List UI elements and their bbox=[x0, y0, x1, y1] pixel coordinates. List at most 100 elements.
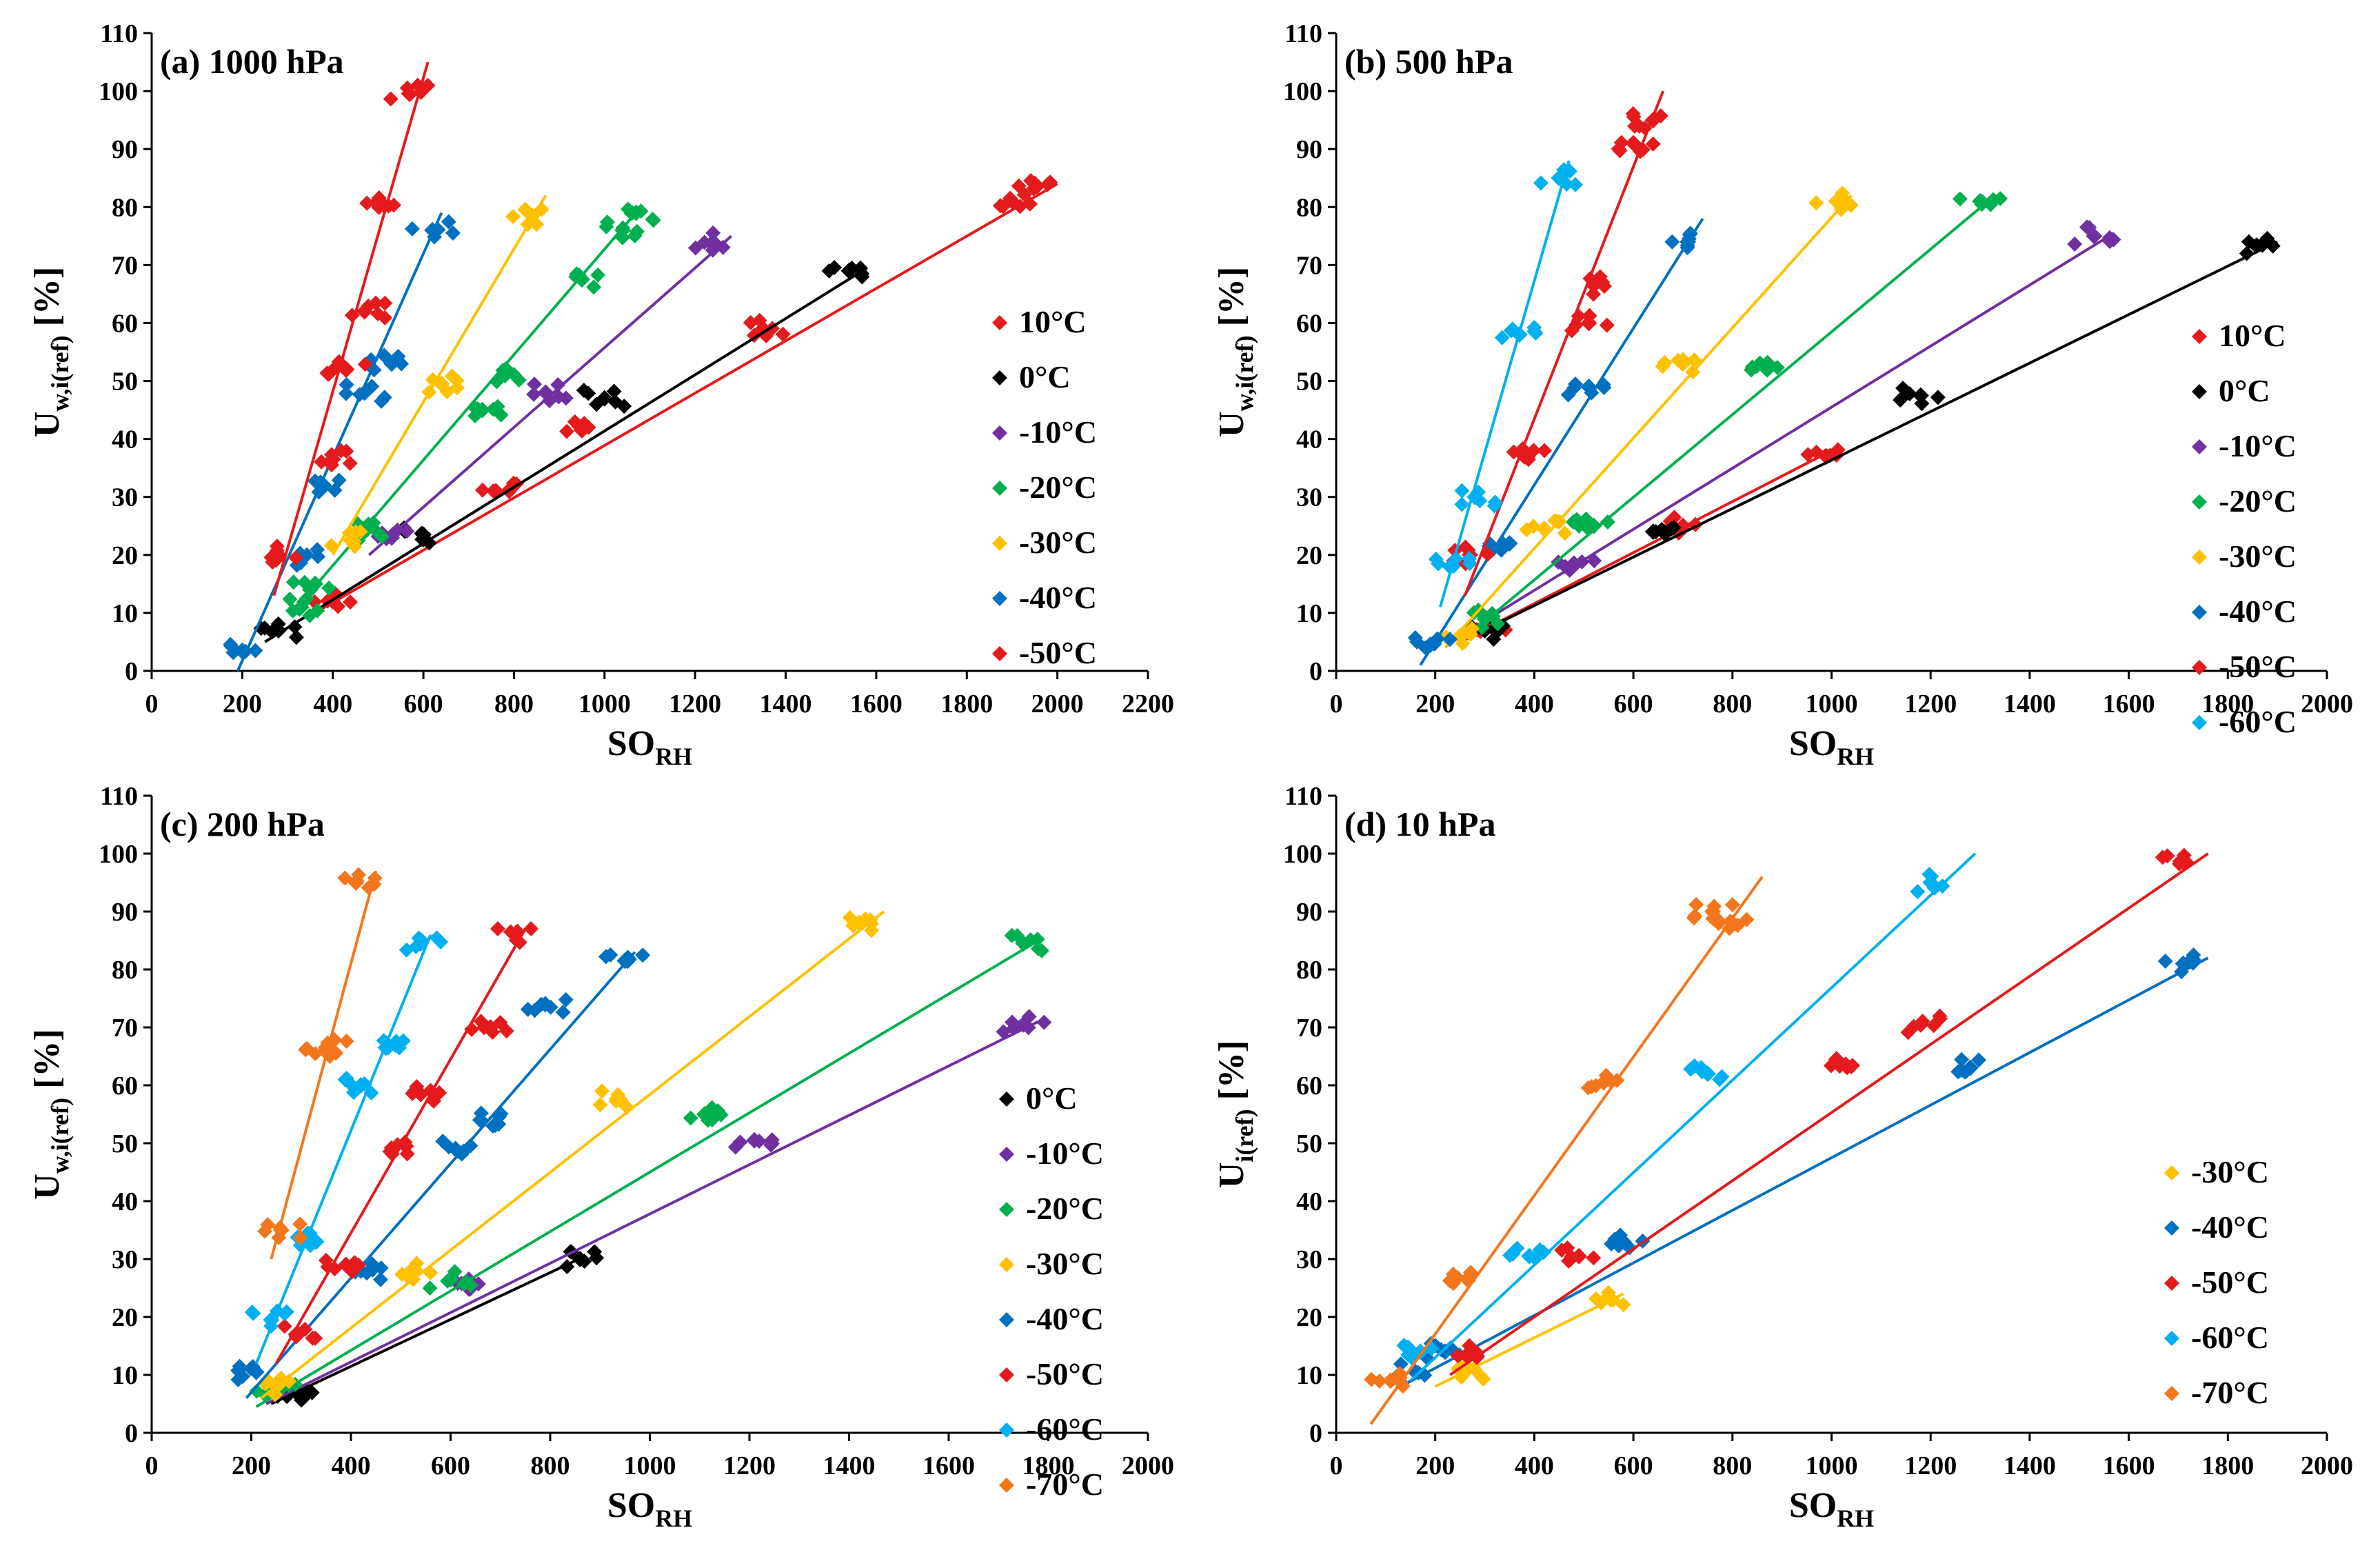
data-point-replicate bbox=[292, 1230, 308, 1246]
legend-marker bbox=[992, 646, 1007, 661]
series-4 bbox=[258, 909, 885, 1402]
data-point-replicate bbox=[404, 221, 420, 237]
fit-line bbox=[265, 1020, 1039, 1405]
data-point-replicate bbox=[343, 594, 359, 610]
data-point-replicate bbox=[1494, 330, 1510, 345]
y-tick-label: 30 bbox=[1296, 483, 1322, 512]
data-point-replicate bbox=[1930, 390, 1946, 405]
data-point-replicate bbox=[845, 918, 861, 934]
x-tick-label: 1000 bbox=[624, 1451, 676, 1480]
legend-label: 0°C bbox=[2219, 373, 2270, 408]
y-tick-label: 60 bbox=[1296, 309, 1322, 338]
data-point-replicate bbox=[339, 1070, 354, 1086]
y-tick-label: 40 bbox=[1296, 1187, 1322, 1216]
x-tick-label: 1400 bbox=[2004, 1451, 2056, 1480]
fit-line bbox=[245, 951, 636, 1399]
legend-label: -20°C bbox=[1026, 1191, 1104, 1226]
y-tick-label: 30 bbox=[112, 1245, 138, 1274]
data-point-replicate bbox=[529, 217, 545, 232]
x-tick-label: 600 bbox=[404, 690, 443, 718]
data-point-replicate bbox=[441, 1139, 457, 1155]
data-point-replicate bbox=[399, 942, 414, 958]
fit-line bbox=[254, 934, 432, 1364]
y-tick-label: 30 bbox=[112, 483, 138, 512]
data-point-replicate bbox=[1021, 1009, 1037, 1025]
data-point-replicate bbox=[376, 1033, 392, 1049]
panel-title: (d) 10 hPa bbox=[1344, 805, 1495, 843]
x-tick-label: 1000 bbox=[1806, 1451, 1858, 1480]
data-point-replicate bbox=[323, 457, 339, 473]
data-point-replicate bbox=[485, 483, 501, 499]
data-point-replicate bbox=[414, 532, 430, 547]
data-point-replicate bbox=[854, 266, 870, 282]
data-point-replicate bbox=[1022, 932, 1038, 948]
y-tick-label: 10 bbox=[112, 1361, 138, 1390]
data-point-replicate bbox=[390, 522, 405, 538]
y-tick-label: 80 bbox=[112, 193, 138, 222]
data-point-replicate bbox=[339, 385, 354, 401]
data-point-replicate bbox=[558, 992, 574, 1007]
data-point-replicate bbox=[1582, 270, 1598, 286]
data-point-replicate bbox=[420, 77, 436, 93]
fit-line bbox=[1449, 852, 2209, 1376]
data-point-replicate bbox=[407, 1083, 423, 1098]
data-point-replicate bbox=[1526, 519, 1542, 534]
data-point-replicate bbox=[447, 1264, 463, 1280]
data-point-replicate bbox=[505, 208, 521, 224]
data-point-replicate bbox=[1466, 605, 1482, 621]
data-point-replicate bbox=[1954, 1052, 1970, 1067]
data-point-replicate bbox=[1011, 178, 1027, 194]
data-point-replicate bbox=[363, 1085, 379, 1101]
data-point-replicate bbox=[440, 1273, 456, 1289]
legend-marker bbox=[2192, 439, 2207, 454]
series-8 bbox=[1428, 160, 1583, 608]
data-point-replicate bbox=[265, 554, 281, 570]
x-tick-label: 1000 bbox=[578, 690, 631, 718]
data-point-replicate bbox=[351, 1257, 367, 1273]
data-point-replicate bbox=[1974, 197, 1990, 212]
data-point-replicate bbox=[321, 580, 337, 596]
data-point-replicate bbox=[715, 239, 731, 255]
y-tick-label: 70 bbox=[1296, 1014, 1322, 1043]
data-point-replicate bbox=[1574, 554, 1590, 570]
y-tick-label: 60 bbox=[112, 309, 138, 338]
data-point-replicate bbox=[269, 543, 285, 559]
data-point-replicate bbox=[322, 1044, 338, 1060]
data-point-replicate bbox=[621, 952, 637, 967]
data-point-replicate bbox=[299, 590, 315, 606]
y-tick-label: 110 bbox=[100, 19, 138, 48]
legend: 10°C 0°C -10°C -20°C -30°C -40°C -50°C -60°C bbox=[2192, 318, 2297, 739]
y-tick-label: 80 bbox=[1296, 193, 1322, 222]
legend-marker bbox=[2164, 1165, 2179, 1180]
x-axis-title: SORH bbox=[1789, 724, 1874, 770]
data-point-replicate bbox=[1593, 1295, 1609, 1311]
x-tick-label: 800 bbox=[1713, 690, 1752, 718]
data-point-replicate bbox=[324, 1034, 340, 1050]
series-1 bbox=[1459, 442, 1846, 643]
legend-marker bbox=[999, 1367, 1014, 1382]
legend-label: -50°C bbox=[1019, 635, 1097, 670]
data-point-replicate bbox=[489, 374, 505, 390]
data-point-replicate bbox=[1605, 1292, 1621, 1308]
data-point-replicate bbox=[1924, 869, 1939, 885]
data-point-replicate bbox=[1565, 514, 1581, 530]
x-tick-label: 2000 bbox=[1122, 1451, 1174, 1480]
legend-label: -70°C bbox=[1026, 1467, 1104, 1502]
y-tick-label: 10 bbox=[112, 599, 138, 628]
data-point bbox=[1535, 520, 1553, 537]
x-tick-label: 0 bbox=[145, 690, 159, 718]
data-point-replicate bbox=[292, 1216, 308, 1232]
x-tick-label: 1200 bbox=[669, 690, 721, 718]
data-point-replicate bbox=[394, 356, 410, 372]
series-5 bbox=[323, 194, 549, 556]
data-point-replicate bbox=[1625, 106, 1641, 122]
data-point-replicate bbox=[1562, 563, 1577, 579]
data-point-replicate bbox=[1455, 635, 1471, 651]
data-point-replicate bbox=[1371, 1373, 1387, 1389]
data-point-replicate bbox=[1460, 1273, 1476, 1289]
x-tick-label: 600 bbox=[1614, 1451, 1653, 1480]
data-point-replicate bbox=[1407, 630, 1423, 646]
data-point-replicate bbox=[1993, 191, 2008, 207]
data-point-replicate bbox=[1837, 1056, 1853, 1072]
data-point-replicate bbox=[1472, 493, 1488, 509]
